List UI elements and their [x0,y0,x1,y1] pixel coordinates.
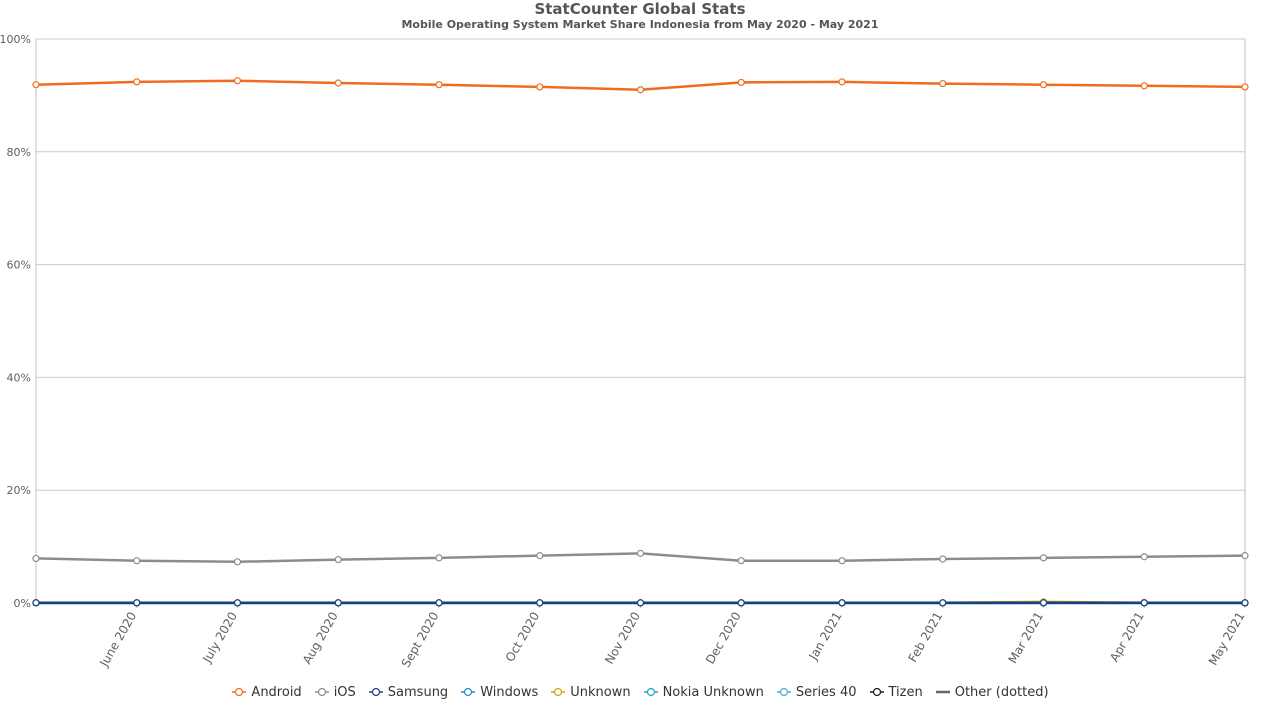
legend-label: Unknown [570,684,631,700]
data-point[interactable] [1039,81,1048,89]
legend-label: Other (dotted) [954,684,1049,700]
legend-label: Tizen [888,684,923,700]
y-tick-label: 100% [0,33,31,46]
legend-item[interactable]: Android [231,684,302,700]
legend-label: Samsung [387,684,449,700]
legend-label: iOS [333,684,356,700]
x-tick-label: Feb 2021 [905,610,945,665]
series-android [32,77,1249,94]
chart-subtitle: Mobile Operating System Market Share Ind… [401,18,879,31]
data-point[interactable] [233,599,242,607]
x-tick-label: July 2020 [200,610,241,666]
x-tick-label: Jan 2021 [806,610,845,664]
legend-marker-icon [869,687,884,697]
data-point[interactable] [939,599,947,607]
legend-item[interactable]: Samsung [368,685,448,700]
chart-legend: Android iOS Samsung Windows Unknown Nokia Unk… [0,682,1280,702]
legend-label: Series 40 [795,684,857,700]
x-tick-label: Dec 2020 [703,610,744,667]
legend-marker-icon [935,690,950,694]
legend-marker-icon [368,687,383,697]
data-point[interactable] [1039,599,1048,607]
data-point[interactable] [1039,554,1048,562]
data-point[interactable] [233,558,242,566]
legend-marker-icon [776,687,791,697]
legend-marker-icon [643,687,658,697]
data-point[interactable] [1140,82,1148,90]
data-point[interactable] [536,599,544,607]
series-samsung [32,599,1249,607]
y-tick-label: 60% [7,259,31,272]
data-point[interactable] [636,549,645,557]
x-tick-label: June 2020 [96,610,139,670]
data-point[interactable] [1140,553,1148,561]
data-point[interactable] [737,599,745,607]
data-point[interactable] [435,554,443,562]
data-point[interactable] [32,599,40,607]
x-tick-label: Apr 2021 [1107,610,1147,665]
data-point[interactable] [133,599,141,607]
plot-area-border [35,38,1246,604]
data-point[interactable] [536,552,544,560]
data-point[interactable] [233,77,242,85]
series-ios [32,549,1249,566]
legend-item[interactable]: Nokia Unknown [643,685,764,700]
data-point[interactable] [737,78,745,87]
legend-marker-icon [314,687,329,697]
x-tick-label: Nov 2020 [602,610,643,667]
data-point[interactable] [133,557,141,565]
legend-item[interactable]: Series 40 [776,685,857,700]
x-tick-label: May 2021 [1206,610,1248,668]
chart-title: StatCounter Global Stats [534,0,746,18]
data-point[interactable] [838,557,846,565]
data-point[interactable] [1241,599,1249,607]
grid-lines [35,38,1246,604]
data-point[interactable] [435,81,443,89]
y-tick-label: 80% [7,146,31,159]
data-point[interactable] [737,557,745,565]
data-point[interactable] [939,555,947,563]
y-tick-label: 0% [14,597,31,610]
data-point[interactable] [939,79,947,88]
data-point[interactable] [636,86,645,94]
axes: 0% 20% 40% 60% 80% 100% June 2020 July 2020 Aug … [0,33,1248,670]
x-tick-label: Mar 2021 [1005,610,1046,666]
data-point[interactable] [838,78,846,86]
x-tick-label: Sept 2020 [399,610,442,670]
data-point[interactable] [334,79,342,87]
data-point[interactable] [1241,83,1249,91]
legend-item[interactable]: Windows [460,685,538,700]
data-point[interactable] [32,554,40,563]
legend-label: Windows [480,684,539,700]
data-point[interactable] [1140,599,1148,607]
line-chart: 0% 20% 40% 60% 80% 100% June 2020 July 2020 Aug … [0,33,1249,670]
y-tick-label: 40% [7,371,31,384]
series-lines [32,77,1249,607]
data-point[interactable] [32,81,40,89]
legend-item[interactable]: Other (dotted) [935,685,1049,700]
x-tick-label: Aug 2020 [300,610,341,667]
x-tick-label: Oct 2020 [503,610,543,665]
data-point[interactable] [536,83,544,91]
legend-marker-icon [232,687,247,697]
legend-label: Nokia Unknown [662,684,764,700]
data-point[interactable] [133,78,141,86]
legend-item[interactable]: iOS [314,685,356,700]
legend-label: Android [251,684,302,700]
data-point[interactable] [334,555,342,564]
data-point[interactable] [435,599,443,607]
legend-marker-icon [461,687,476,697]
data-point[interactable] [838,599,846,607]
legend-marker-icon [551,687,566,697]
data-point[interactable] [1241,552,1249,560]
y-tick-label: 20% [7,484,31,497]
data-point[interactable] [334,599,342,607]
data-point[interactable] [636,599,645,607]
legend-item[interactable]: Tizen [869,685,923,700]
legend-item[interactable]: Unknown [550,684,631,700]
